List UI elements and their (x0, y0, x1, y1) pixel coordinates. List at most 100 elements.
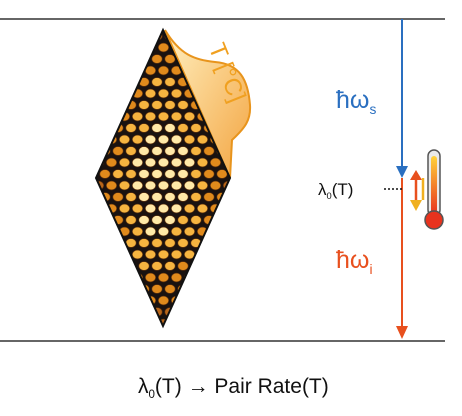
lattice-cell (197, 318, 209, 326)
lattice-cell (151, 238, 163, 248)
lattice-cell (210, 272, 222, 283)
thermometer-icon (424, 149, 444, 230)
lattice-cell (164, 146, 176, 156)
lattice-cell (151, 284, 163, 294)
lattice-cell (171, 226, 183, 237)
lattice-cell (145, 226, 157, 237)
lattice-cell (99, 261, 111, 271)
lattice-cell (96, 65, 105, 76)
lattice-cell (158, 134, 170, 145)
lattice-cell (145, 249, 157, 260)
lattice-cell (138, 307, 150, 317)
lattice-cell (210, 318, 222, 326)
lattice-cell (96, 31, 98, 41)
lattice-cell (106, 157, 118, 168)
lattice-cell (132, 42, 144, 53)
lattice-cell (151, 261, 163, 271)
lattice-cell (216, 307, 228, 317)
lattice-cell (112, 77, 124, 87)
lattice-cell (171, 157, 183, 168)
lattice-cell (138, 261, 150, 271)
lattice-cell (216, 261, 228, 271)
lattice-cell (112, 238, 124, 248)
lattice-cell (99, 54, 111, 64)
lattice-cell (96, 134, 105, 145)
lattice-cell (145, 111, 157, 122)
lattice-cell (99, 77, 111, 87)
lattice-cell (203, 261, 215, 271)
lattice-cell (138, 123, 150, 133)
lattice-cell (223, 226, 230, 237)
lattice-cell (190, 192, 202, 202)
idler-photon-energy-label: ħωi (336, 246, 373, 278)
lattice-cell (177, 100, 189, 110)
lattice-cell (96, 123, 98, 133)
lattice-cell (96, 318, 105, 326)
lattice-cell (177, 261, 189, 271)
lattice-cell (119, 318, 131, 326)
lattice-cell (158, 180, 170, 191)
lattice-cell (164, 215, 176, 225)
lattice-cell (96, 146, 98, 156)
lattice-cell (96, 77, 98, 87)
lattice-cell (96, 226, 105, 237)
lattice-cell (229, 31, 230, 41)
lattice-cell (112, 307, 124, 317)
lattice-cell (99, 284, 111, 294)
pump-wavelength-label: λ0(T) (318, 180, 354, 202)
lattice-cell (132, 65, 144, 76)
lattice-cell (177, 146, 189, 156)
lattice-cell (145, 88, 157, 99)
lattice-cell (138, 146, 150, 156)
lattice-cell (177, 307, 189, 317)
lattice-cell (158, 272, 170, 283)
lattice-cell (190, 169, 202, 179)
lattice-cell (164, 192, 176, 202)
lattice-cell (125, 307, 137, 317)
lattice-cell (96, 249, 105, 260)
lattice-cell (96, 111, 105, 122)
lattice-cell (119, 88, 131, 99)
lattice-cell (112, 100, 124, 110)
lattice-cell (151, 54, 163, 64)
lattice-cell (112, 261, 124, 271)
lattice-cell (190, 215, 202, 225)
lattice-cell (112, 31, 124, 41)
lattice-cell (177, 31, 189, 41)
lattice-cell (203, 146, 215, 156)
lattice-cell (158, 111, 170, 122)
lattice-cell (229, 192, 230, 202)
lattice-cell (203, 31, 215, 41)
lattice-cell (184, 157, 196, 168)
lattice-cell (96, 215, 98, 225)
lattice-cell (223, 249, 230, 260)
lattice-cell (125, 146, 137, 156)
lattice-cell (197, 180, 209, 191)
lattice-cell (177, 238, 189, 248)
lattice-cell (184, 203, 196, 214)
lattice-cell (197, 157, 209, 168)
lattice-cell (112, 192, 124, 202)
lattice-cell (106, 295, 118, 306)
lattice-cell (112, 54, 124, 64)
lattice-cell (164, 284, 176, 294)
lattice-cell (99, 169, 111, 179)
lattice-cell (184, 134, 196, 145)
lattice-cell (112, 146, 124, 156)
lattice-cell (164, 77, 176, 87)
lattice-cell (99, 238, 111, 248)
lattice-cell (106, 88, 118, 99)
lattice-cell (132, 249, 144, 260)
lattice-cell (164, 238, 176, 248)
lattice-cell (197, 203, 209, 214)
lattice-cell (99, 215, 111, 225)
lattice-cell (125, 123, 137, 133)
lattice-cell (151, 100, 163, 110)
lattice-cell (171, 111, 183, 122)
lattice-cell (132, 318, 144, 326)
lattice-cell (158, 88, 170, 99)
lattice-cell (99, 100, 111, 110)
caption: λ0(T) → Pair Rate(T) (138, 375, 329, 402)
lattice-cell (184, 295, 196, 306)
